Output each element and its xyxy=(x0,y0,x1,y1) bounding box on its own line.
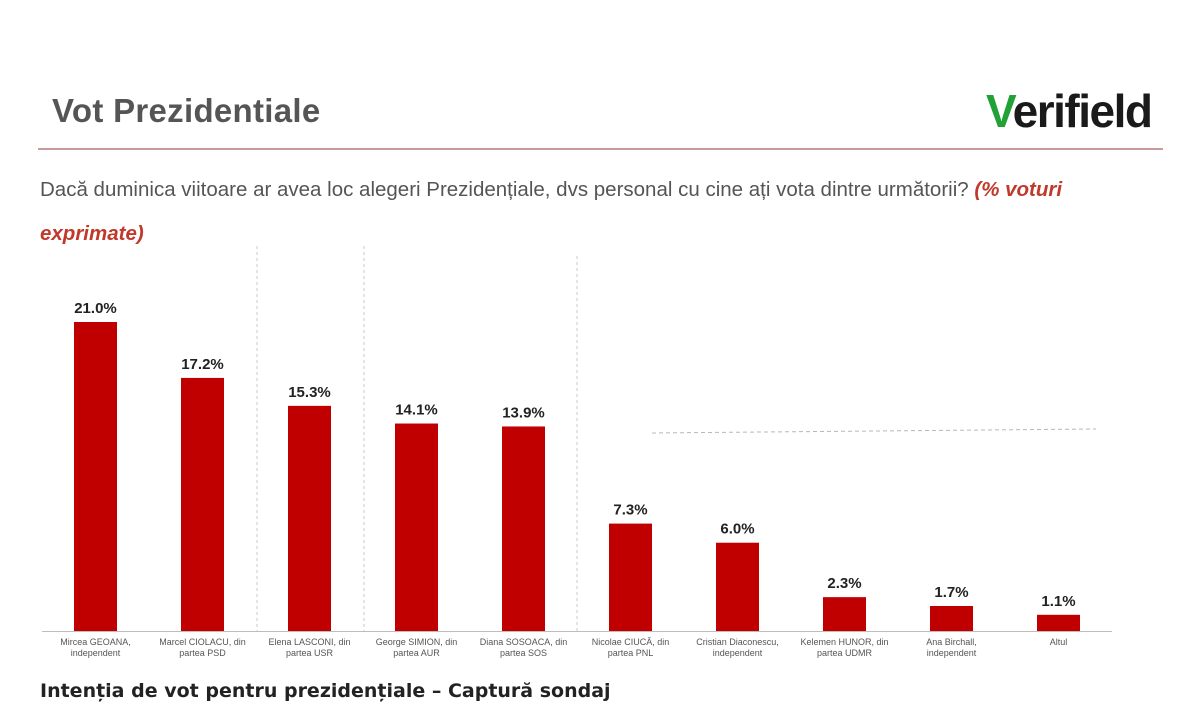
category-label-0: Mircea GEOANA, independent xyxy=(60,637,131,658)
category-label-9: Altul xyxy=(1050,637,1068,647)
bar-3 xyxy=(395,423,438,631)
poll-slide: Vot Prezidentiale Verifield Dacă duminic… xyxy=(38,84,1163,658)
verifield-logo: Verifield xyxy=(986,84,1153,138)
bar-chart: 21.0% Mircea GEOANA, independent 17.2% Marce… xyxy=(42,246,1112,658)
category-label-4: Diana SOSOACA, din partea SOS xyxy=(480,637,568,658)
category-label-8: Ana Birchall, independent xyxy=(926,637,977,658)
slide-title: Vot Prezidentiale xyxy=(52,92,321,129)
value-label-7: 2.3% xyxy=(827,575,861,592)
category-label-3: George SIMION, din partea AUR xyxy=(376,637,458,658)
bar-7 xyxy=(823,597,866,631)
bar-6 xyxy=(716,542,759,631)
bar-5 xyxy=(609,523,652,631)
value-label-9: 1.1% xyxy=(1041,593,1075,610)
value-label-8: 1.7% xyxy=(934,584,968,601)
question-text: Dacă duminica viitoare ar avea loc alege… xyxy=(40,178,969,201)
value-label-1: 17.2% xyxy=(181,356,224,373)
value-label-3: 14.1% xyxy=(395,402,438,419)
value-label-5: 7.3% xyxy=(613,502,647,519)
value-label-6: 6.0% xyxy=(720,521,754,538)
value-label-4: 13.9% xyxy=(502,404,545,421)
category-label-7: Kelemen HUNOR, din partea UDMR xyxy=(800,637,888,658)
poll-question: Dacă duminica viitoare ar avea loc alege… xyxy=(40,168,1140,256)
bar-8 xyxy=(930,605,973,631)
bar-1 xyxy=(181,377,224,631)
image-caption: Intenția de vot pentru prezidențiale – C… xyxy=(40,680,611,702)
value-label-0: 21.0% xyxy=(74,300,117,317)
bar-4 xyxy=(502,426,545,631)
reference-line xyxy=(651,428,1097,434)
category-label-1: Marcel CIOLACU, din partea PSD xyxy=(159,637,246,658)
logo-check-mark: V xyxy=(986,85,1014,137)
category-label-6: Cristian Diaconescu, independent xyxy=(696,637,779,658)
bar-9 xyxy=(1037,614,1080,631)
question-note: (% voturi exprimate) xyxy=(40,178,1063,245)
logo-wordmark: erifield xyxy=(1012,85,1153,137)
value-label-2: 15.3% xyxy=(288,384,331,401)
bar-0 xyxy=(74,322,117,631)
bar-2 xyxy=(288,405,331,631)
category-label-5: Nicolae CIUCĂ, din partea PNL xyxy=(592,637,670,658)
category-label-2: Elena LASCONI, din partea USR xyxy=(268,637,350,658)
title-divider xyxy=(38,148,1163,150)
